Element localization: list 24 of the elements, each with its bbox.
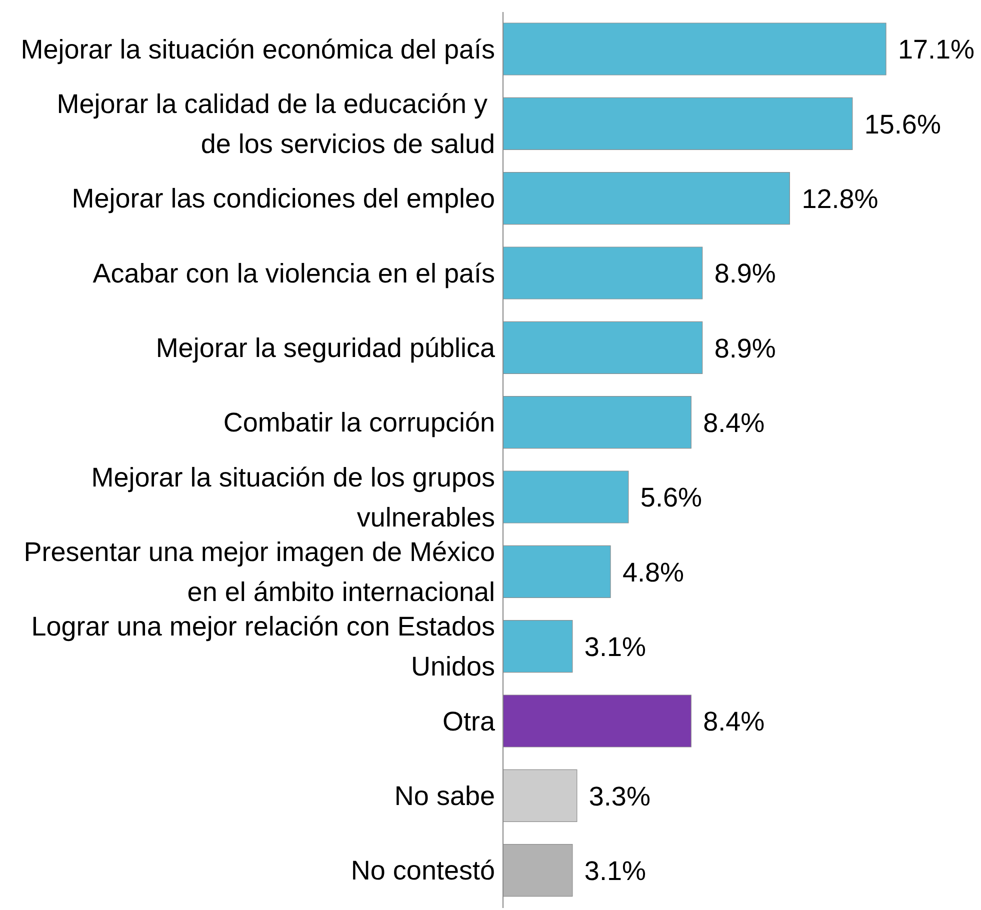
y-tick-label: No contestó [350, 856, 495, 886]
data-label: 3.3% [588, 781, 650, 812]
y-tick-label: Mejorar la seguridad pública [156, 333, 496, 363]
y-tick-label: Mejorar las condiciones del empleo [72, 184, 495, 214]
y-tick-label: Mejorar la situación de los grupos vulnerables [91, 462, 495, 532]
data-label: 3.1% [584, 632, 646, 662]
y-tick-label: Combatir la corrupción [223, 408, 495, 438]
data-label: 5.6% [640, 482, 702, 513]
data-label: 15.6% [864, 109, 941, 140]
y-tick-label: Mejorar la situación económica del país [20, 34, 495, 64]
data-label: 3.1% [584, 856, 646, 886]
y-tick-label: No sabe [394, 781, 495, 811]
data-label: 8.9% [714, 333, 776, 364]
y-tick-label: Acabar con la violencia en el país [92, 258, 495, 288]
data-label: 12.8% [802, 184, 878, 214]
data-label: 8.4% [703, 706, 765, 737]
data-label: 17.1% [898, 34, 975, 65]
y-tick-label: Mejorar la calidad de la educación y de los servicios de salud [56, 89, 495, 159]
data-label: 4.8% [622, 557, 684, 588]
data-label: 8.9% [714, 258, 776, 289]
y-tick-label: Lograr una mejor relación con Estados Unidos [31, 612, 495, 682]
y-tick-label: Presentar una mejor imagen de México en el ámbito internacional [24, 537, 495, 607]
y-tick-label: Otra [442, 706, 496, 736]
data-label: 8.4% [703, 408, 765, 438]
